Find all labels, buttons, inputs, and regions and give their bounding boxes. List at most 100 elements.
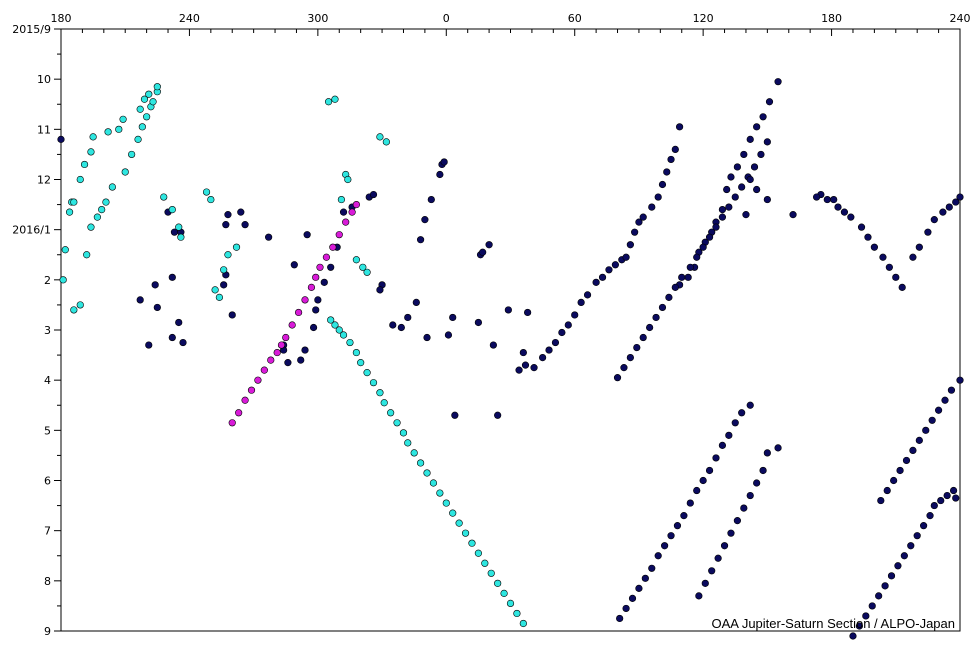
data-point	[352, 348, 360, 357]
data-point	[397, 323, 405, 332]
data-point	[316, 263, 324, 271]
data-point	[956, 376, 964, 384]
data-point	[320, 278, 328, 286]
y-tick-label: 6	[44, 475, 51, 488]
data-point	[941, 396, 949, 404]
data-point	[369, 379, 378, 387]
data-point	[143, 113, 151, 121]
data-point	[753, 185, 761, 194]
data-point	[224, 251, 232, 259]
data-point	[376, 389, 384, 397]
data-point	[648, 564, 656, 572]
data-point	[939, 208, 947, 216]
data-point	[626, 241, 634, 249]
data-point	[626, 353, 634, 362]
data-point	[613, 374, 622, 382]
data-point	[639, 213, 647, 221]
data-point	[449, 509, 457, 517]
data-point	[444, 331, 453, 339]
data-point	[76, 175, 84, 184]
data-point	[247, 386, 256, 394]
data-point	[421, 216, 429, 224]
data-point	[363, 268, 371, 276]
data-point	[661, 542, 669, 550]
data-point	[301, 346, 309, 354]
data-point	[138, 123, 146, 131]
data-point	[149, 98, 157, 106]
data-point	[177, 233, 185, 241]
data-point	[329, 243, 337, 251]
data-point	[87, 223, 95, 231]
data-point	[363, 369, 371, 377]
data-point	[376, 133, 384, 141]
data-point	[920, 522, 928, 530]
data-point	[875, 592, 883, 600]
data-point	[718, 213, 727, 221]
data-point	[474, 318, 482, 327]
data-point	[870, 243, 878, 251]
y-tick-label: 5	[44, 424, 51, 437]
data-point	[382, 138, 390, 146]
data-point	[76, 301, 84, 309]
data-point	[699, 476, 707, 485]
data-point	[915, 436, 923, 444]
y-tick-label: 2016/1	[12, 224, 51, 237]
data-point	[740, 150, 748, 159]
data-point	[952, 198, 960, 206]
data-point	[442, 499, 450, 507]
data-point	[934, 406, 943, 414]
data-point	[718, 441, 727, 449]
data-point	[136, 296, 144, 304]
data-point	[436, 489, 444, 497]
data-point	[684, 273, 692, 281]
data-point	[924, 228, 932, 236]
data-point	[297, 356, 305, 364]
data-point	[742, 211, 750, 219]
data-point	[738, 409, 746, 417]
data-point	[909, 253, 917, 261]
data-point	[119, 115, 127, 123]
data-point	[922, 426, 930, 434]
data-point	[284, 359, 292, 367]
data-point	[168, 273, 176, 281]
data-point	[943, 491, 951, 500]
data-point	[658, 180, 667, 189]
data-point	[738, 183, 746, 191]
x-tick-label: 180	[821, 12, 842, 25]
data-point	[521, 361, 530, 369]
data-point	[733, 163, 741, 171]
data-point	[449, 313, 457, 322]
data-point	[673, 522, 682, 530]
data-point	[145, 341, 153, 349]
data-point	[89, 133, 97, 141]
y-tick-label: 2015/9	[12, 23, 51, 36]
data-point	[393, 419, 401, 427]
data-point	[558, 328, 566, 337]
data-point	[327, 263, 335, 271]
data-point	[134, 135, 142, 143]
data-point	[342, 218, 350, 226]
data-point	[410, 449, 418, 457]
data-point	[639, 333, 647, 342]
data-point	[708, 567, 716, 575]
y-tick-label: 7	[44, 525, 51, 538]
data-point	[337, 195, 346, 204]
data-point	[750, 163, 759, 171]
data-point	[288, 321, 296, 329]
data-point	[241, 221, 249, 229]
data-point	[705, 466, 714, 475]
data-point	[70, 306, 78, 314]
data-point	[937, 496, 945, 505]
data-point	[727, 529, 735, 537]
x-tick-label: 60	[568, 12, 582, 25]
data-point	[731, 419, 739, 427]
data-point	[500, 589, 508, 597]
data-point	[468, 539, 476, 547]
data-point	[348, 208, 356, 216]
data-point	[140, 95, 149, 103]
data-point	[616, 614, 624, 623]
data-point	[389, 321, 397, 329]
data-point	[314, 296, 322, 304]
data-point	[712, 223, 720, 231]
data-point	[830, 195, 838, 204]
